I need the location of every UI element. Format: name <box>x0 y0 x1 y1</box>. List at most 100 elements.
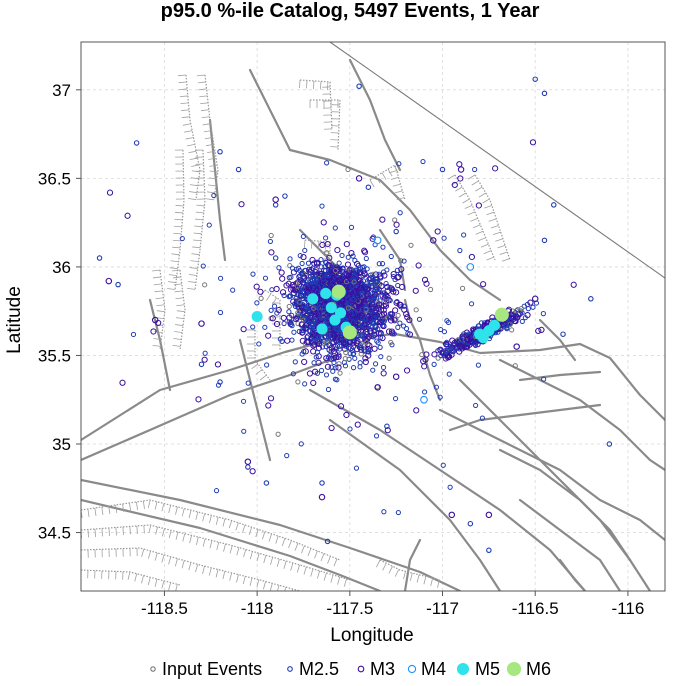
data-point <box>213 488 220 494</box>
data-point <box>336 260 342 266</box>
fault-hatch-rung <box>134 573 138 582</box>
data-point <box>461 331 467 337</box>
data-point-m25 <box>263 480 270 486</box>
data-point-m25 <box>560 331 566 337</box>
fault-hatch-rung <box>208 177 217 180</box>
fault-hatch-rung <box>392 183 401 187</box>
data-point <box>295 292 301 298</box>
data-point <box>328 424 335 432</box>
data-point <box>316 316 322 322</box>
data-point-m25 <box>96 255 103 261</box>
data-point <box>451 181 458 189</box>
fault-hatch-rung <box>499 251 508 255</box>
data-point <box>433 384 440 390</box>
fault-hatch-rung <box>188 150 197 154</box>
fault-zone-hatched <box>81 569 181 586</box>
fault-hatch-rung <box>259 374 267 381</box>
data-point <box>318 367 325 374</box>
data-point <box>300 233 306 240</box>
data-point <box>323 372 330 378</box>
data-point <box>437 394 443 400</box>
data-point-m5 <box>307 293 319 305</box>
data-point-m3 <box>457 166 465 173</box>
fault-hatch-rung <box>290 562 294 571</box>
data-point <box>318 257 324 263</box>
fault-hatch-rung <box>222 518 226 527</box>
data-point-m3 <box>430 237 437 244</box>
fault-hatch-rung <box>196 536 199 545</box>
x-tick-label: -117 <box>426 599 459 618</box>
fault-hatch-rung <box>206 198 215 201</box>
data-point <box>343 349 349 356</box>
data-point <box>286 303 292 310</box>
fault-zone-hatched <box>81 499 341 561</box>
fault-line <box>81 358 332 462</box>
data-point <box>376 271 382 277</box>
data-point <box>315 340 323 348</box>
fault-hatch-rung <box>266 293 272 301</box>
data-point <box>309 256 316 264</box>
fault-hatch-rung <box>327 556 331 564</box>
data-point <box>335 353 342 360</box>
fault-hatch-rung <box>167 281 176 283</box>
fault-hatch-rung <box>195 211 204 214</box>
data-point <box>361 271 368 278</box>
legend-marker <box>287 666 293 672</box>
data-point <box>327 355 335 362</box>
fault-hatch-rung <box>153 338 162 340</box>
fault-hatch-rung <box>416 574 420 583</box>
fault-hatch-rung <box>492 231 501 236</box>
data-point-m3 <box>272 196 279 203</box>
fault-hatch-rung <box>167 288 176 290</box>
data-point-m5 <box>325 302 337 314</box>
data-point <box>338 336 345 343</box>
data-point <box>326 254 333 261</box>
data-point <box>363 281 370 287</box>
data-point <box>369 298 375 304</box>
fault-hatch-rung <box>208 157 217 160</box>
fault-hatch-rung <box>381 172 387 180</box>
data-point <box>456 343 464 350</box>
data-point <box>395 509 401 516</box>
data-point <box>130 331 137 338</box>
fault-line <box>308 388 587 591</box>
fault-hatch-rung <box>486 256 494 261</box>
data-point-m3 <box>485 511 493 519</box>
data-point <box>384 283 391 291</box>
data-point <box>393 221 400 228</box>
data-point <box>416 316 423 322</box>
data-point <box>333 365 339 371</box>
y-tick-label: 37 <box>52 81 71 100</box>
data-point-m3 <box>355 175 363 182</box>
data-point-m25 <box>133 140 140 146</box>
data-point <box>344 261 352 268</box>
data-point <box>306 318 313 325</box>
data-point <box>379 312 386 319</box>
data-point <box>328 364 334 370</box>
data-point <box>441 329 448 335</box>
data-point-m3 <box>513 343 520 350</box>
fault-hatch-rung <box>175 506 178 515</box>
data-point <box>323 235 329 241</box>
data-point <box>457 247 463 254</box>
data-point <box>179 235 185 242</box>
legend-label: M2.5 <box>299 659 339 679</box>
data-point <box>450 349 456 355</box>
fault-hatch-rung <box>472 224 481 229</box>
event-points <box>96 76 613 554</box>
fault-line <box>518 498 622 591</box>
data-point <box>273 320 281 328</box>
data-point <box>314 349 320 355</box>
legend-label: Input Events <box>162 659 262 679</box>
legend-label: M5 <box>475 659 500 679</box>
data-point <box>267 238 273 245</box>
fault-hatch-rung <box>175 531 179 540</box>
data-point <box>442 350 450 357</box>
fault-hatch-rung <box>181 508 185 517</box>
data-point <box>368 307 374 313</box>
fault-zone-hatched <box>159 269 166 351</box>
fault-hatch-rung <box>156 304 165 307</box>
data-point <box>298 312 304 319</box>
fault-hatch-rung <box>249 577 253 586</box>
fault-hatch-rung <box>198 88 207 91</box>
